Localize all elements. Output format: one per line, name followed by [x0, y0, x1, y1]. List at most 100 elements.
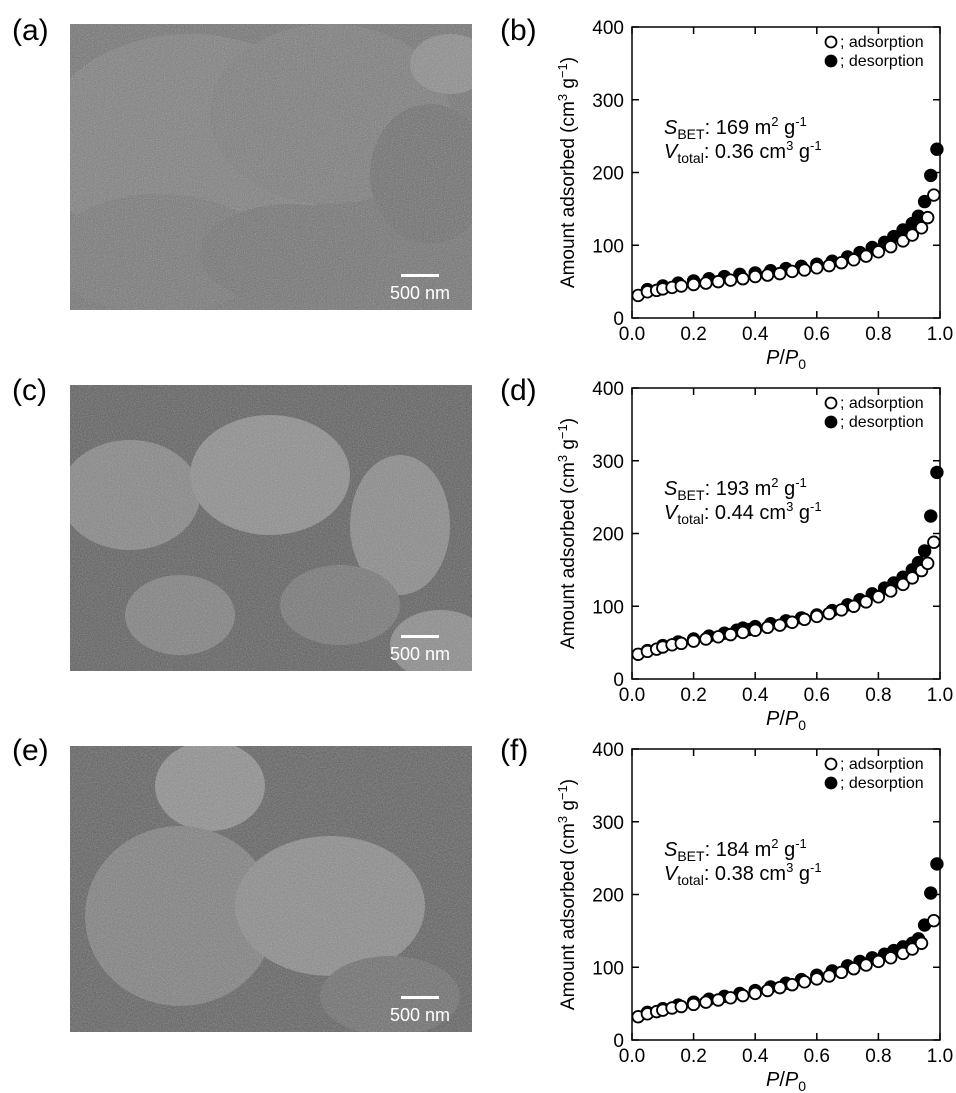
sem-image-c: 500 nm	[70, 385, 472, 671]
x-tick-label: 1.0	[927, 685, 953, 706]
legend-marker	[824, 35, 838, 49]
panel-label-f: (f)	[500, 734, 529, 767]
x-tick-label: 0.0	[619, 685, 645, 706]
isotherm-plot-d: 0 100 200 300 400 0.0 0.2 0.4 0.6 0.8 1.0 P/P0 Amoun…	[555, 379, 953, 733]
adsorption-point	[871, 590, 886, 604]
x-tick-label: 0.4	[742, 1046, 769, 1067]
panel-label-a: (a)	[12, 14, 49, 47]
desorption-point	[930, 142, 944, 156]
sem-texture-c	[70, 385, 472, 671]
y-axis-label: Amount adsorbed (cm3 g−1)	[555, 779, 579, 1010]
adsorption-point	[905, 228, 919, 242]
adsorption-point	[834, 965, 849, 980]
sem-texture-a	[70, 24, 472, 310]
adsorption-point	[914, 936, 929, 950]
y-tick-label: 300	[592, 91, 624, 112]
y-tick-label: 100	[592, 236, 624, 257]
x-tick-label: 0.6	[804, 324, 830, 345]
adsorption-point	[871, 245, 886, 259]
sbet-annotation: SBET: 169 m2 g-1	[664, 114, 807, 142]
adsorption-point	[674, 279, 688, 293]
adsorption-point	[884, 584, 898, 598]
y-tick-label: 300	[592, 813, 624, 834]
adsorption-point	[847, 962, 861, 976]
y-tick-label: 0	[613, 1031, 624, 1052]
x-tick-label: 0.8	[865, 1046, 891, 1067]
sbet-annotation: SBET: 193 m2 g-1	[664, 475, 807, 503]
adsorption-point	[736, 272, 750, 286]
legend-label: ; adsorption	[840, 34, 924, 51]
adsorption-point	[905, 942, 919, 956]
y-tick-label: 200	[592, 886, 624, 907]
x-tick-label: 0.6	[804, 1046, 830, 1067]
x-tick-label: 0.2	[680, 1046, 706, 1067]
y-tick-label: 100	[592, 597, 624, 618]
adsorption-point	[711, 274, 725, 289]
y-axis-label: Amount adsorbed (cm3 g−1)	[555, 418, 579, 649]
y-tick-label: 400	[592, 18, 624, 39]
adsorption-point	[905, 571, 919, 585]
adsorption-point	[674, 636, 688, 651]
desorption-point	[917, 544, 932, 558]
desorption-point	[924, 886, 938, 900]
adsorption-point	[822, 606, 836, 621]
adsorption-point	[699, 276, 713, 290]
vtotal-annotation: Vtotal: 0.36 cm3 g-1	[664, 138, 822, 166]
adsorption-point	[927, 535, 941, 549]
adsorption-point	[674, 999, 688, 1014]
legend-label: ; adsorption	[840, 756, 924, 773]
adsorption-point	[847, 599, 861, 613]
isotherm-plot-b: 0 100 200 300 400 0.0 0.2 0.4 0.6 0.8 1.0 P/P0 Amoun…	[555, 18, 953, 372]
x-axis-label: P/P0	[766, 1069, 806, 1093]
x-tick-label: 1.0	[927, 324, 953, 345]
scale-bar-line	[401, 274, 439, 277]
sbet-annotation: SBET: 184 m2 g-1	[664, 836, 807, 864]
scale-bar-c: 500 nm	[384, 635, 456, 663]
adsorption-point	[920, 210, 935, 225]
adsorption-point	[723, 273, 738, 287]
adsorption-point	[723, 991, 738, 1005]
adsorption-point	[927, 188, 941, 202]
adsorption-point	[822, 969, 836, 983]
adsorption-point	[914, 221, 929, 235]
adsorption-point	[871, 954, 886, 969]
adsorption-point	[797, 975, 812, 989]
sem-image-a: 500 nm	[70, 24, 472, 310]
scale-bar-e: 500 nm	[384, 996, 456, 1024]
y-axis-label: Amount adsorbed (cm3 g−1)	[555, 57, 579, 288]
adsorption-point	[686, 997, 701, 1012]
adsorption-point	[810, 972, 824, 986]
vtotal-annotation: Vtotal: 0.44 cm3 g-1	[664, 499, 822, 527]
legend-marker	[824, 757, 838, 771]
legend-label: ; adsorption	[840, 395, 924, 412]
adsorption-point	[760, 268, 775, 282]
desorption-point	[930, 857, 944, 871]
y-tick-label: 200	[592, 525, 624, 546]
x-tick-label: 0.8	[865, 685, 891, 706]
legend-marker	[824, 54, 838, 68]
legend-label: ; desorption	[840, 775, 924, 792]
adsorption-point	[859, 249, 873, 263]
adsorption-point	[810, 609, 824, 624]
sem-image-e: 500 nm	[70, 746, 472, 1032]
adsorption-point	[810, 261, 824, 275]
y-tick-label: 400	[592, 740, 624, 761]
legend-label: ; desorption	[840, 53, 924, 70]
y-tick-label: 100	[592, 958, 624, 979]
panel-label-d: (d)	[500, 374, 537, 407]
adsorption-point	[723, 627, 738, 642]
adsorption-point	[920, 556, 935, 571]
panel-label-c: (c)	[12, 374, 47, 407]
y-tick-label: 200	[592, 164, 624, 185]
vtotal-annotation: Vtotal: 0.38 cm3 g-1	[664, 860, 822, 888]
adsorption-point	[760, 983, 775, 998]
adsorption-point	[773, 980, 787, 995]
isotherm-plot-f: 0 100 200 300 400 0.0 0.2 0.4 0.6 0.8 1.0 P/P0 Amoun…	[555, 740, 953, 1093]
desorption-point	[924, 509, 938, 523]
adsorption-point	[699, 995, 713, 1009]
adsorption-point	[699, 632, 713, 646]
legend-label: ; desorption	[840, 414, 924, 431]
desorption-point	[917, 194, 932, 209]
adsorption-point	[773, 266, 787, 281]
adsorption-point	[896, 577, 910, 592]
